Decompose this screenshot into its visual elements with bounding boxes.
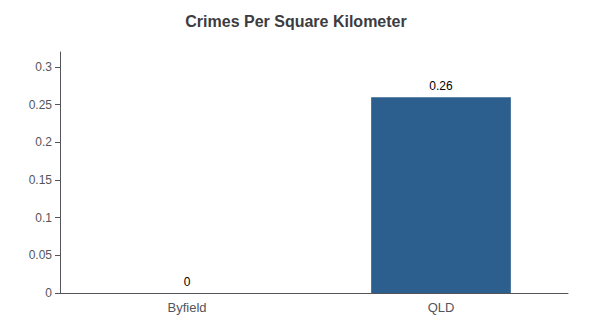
svg-text:Byfield: Byfield: [167, 300, 206, 315]
svg-text:0.26: 0.26: [429, 79, 453, 93]
svg-text:QLD: QLD: [428, 300, 455, 315]
svg-text:0.15: 0.15: [29, 173, 53, 187]
svg-text:0.25: 0.25: [29, 98, 53, 112]
svg-text:0.05: 0.05: [29, 248, 53, 262]
svg-text:0.2: 0.2: [35, 135, 52, 149]
svg-text:0.1: 0.1: [35, 211, 52, 225]
svg-text:Crimes Per Square Kilometer: Crimes Per Square Kilometer: [185, 13, 406, 30]
svg-text:0.3: 0.3: [35, 60, 52, 74]
svg-text:0: 0: [184, 275, 191, 289]
svg-text:0: 0: [45, 286, 52, 300]
